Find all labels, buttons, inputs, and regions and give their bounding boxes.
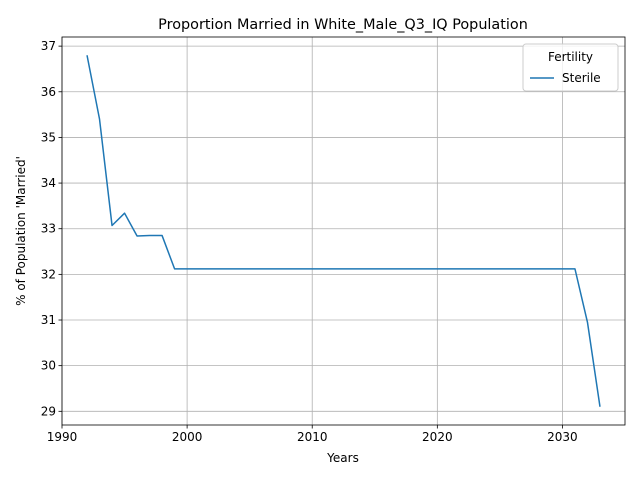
y-tick-label: 36	[41, 85, 56, 99]
y-axis-label: % of Population 'Married'	[14, 156, 28, 306]
plot-frame	[61, 36, 626, 426]
x-tick-label: 2020	[422, 430, 453, 444]
y-tick-label: 32	[41, 267, 56, 281]
legend: Fertility Sterile	[522, 43, 619, 92]
x-tick-label: 2010	[297, 430, 328, 444]
series-line-sterile	[86, 55, 601, 407]
x-axis: 1990 2000 2010 2020 2030	[47, 425, 578, 444]
x-tick-label: 2000	[172, 430, 203, 444]
y-tick-label: 33	[41, 222, 56, 236]
x-axis-label: Years	[326, 451, 359, 465]
legend-label-sterile: Sterile	[562, 71, 601, 85]
y-tick-label: 37	[41, 39, 56, 53]
series-layer	[86, 55, 601, 407]
x-tick-label: 1990	[47, 430, 78, 444]
y-tick-label: 30	[41, 359, 56, 373]
y-axis: 29 30 31 32 33 34 35 36 37	[41, 39, 62, 418]
y-tick-label: 35	[41, 130, 56, 144]
y-tick-label: 31	[41, 313, 56, 327]
chart-title: Proportion Married in White_Male_Q3_IQ P…	[158, 17, 528, 33]
x-tick-label: 2030	[547, 430, 578, 444]
grid	[61, 37, 625, 425]
legend-title: Fertility	[548, 50, 593, 64]
y-tick-label: 29	[41, 404, 56, 418]
y-tick-label: 34	[41, 176, 56, 190]
legend-box	[522, 43, 619, 92]
